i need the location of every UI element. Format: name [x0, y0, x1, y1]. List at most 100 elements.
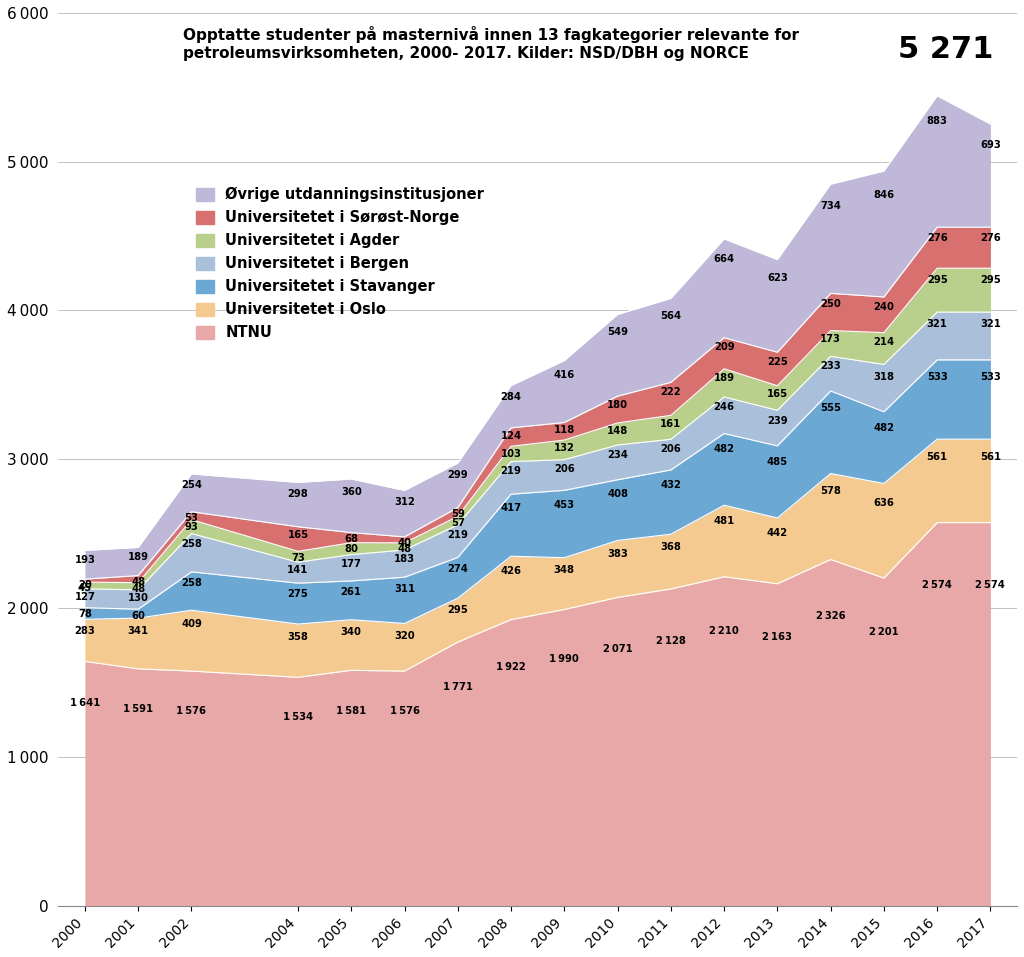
Text: 48: 48 — [397, 544, 412, 554]
Text: 311: 311 — [394, 584, 415, 594]
Text: 276: 276 — [980, 234, 1000, 243]
Text: 161: 161 — [660, 419, 681, 429]
Text: 68: 68 — [344, 534, 358, 545]
Text: 348: 348 — [554, 566, 574, 575]
Text: 5 271: 5 271 — [898, 35, 993, 64]
Text: 481: 481 — [714, 516, 735, 526]
Text: 45: 45 — [78, 583, 92, 593]
Text: 321: 321 — [980, 320, 1000, 329]
Text: 283: 283 — [75, 626, 95, 635]
Text: 623: 623 — [767, 274, 787, 283]
Text: 299: 299 — [447, 470, 468, 479]
Text: 284: 284 — [501, 392, 521, 402]
Text: 442: 442 — [767, 528, 787, 538]
Text: Opptatte studenter på masternivå innen 13 fagkategorier relevante for
petroleums: Opptatte studenter på masternivå innen 1… — [183, 27, 799, 60]
Text: 636: 636 — [873, 498, 894, 507]
Text: 298: 298 — [288, 489, 308, 500]
Text: 2 326: 2 326 — [816, 612, 846, 621]
Text: 2 210: 2 210 — [710, 626, 739, 636]
Text: 258: 258 — [181, 539, 202, 549]
Text: 193: 193 — [75, 555, 95, 565]
Text: 416: 416 — [554, 370, 574, 380]
Text: 417: 417 — [501, 503, 521, 514]
Text: 219: 219 — [447, 530, 468, 540]
Text: 127: 127 — [75, 591, 95, 602]
Text: 318: 318 — [873, 371, 894, 382]
Text: 1 591: 1 591 — [123, 704, 154, 714]
Text: 2 163: 2 163 — [763, 632, 793, 642]
Text: 141: 141 — [288, 566, 308, 575]
Text: 254: 254 — [181, 479, 202, 490]
Text: 533: 533 — [927, 371, 947, 382]
Text: 368: 368 — [660, 543, 681, 552]
Text: 453: 453 — [554, 501, 574, 510]
Text: 103: 103 — [501, 449, 521, 458]
Text: 219: 219 — [501, 466, 521, 477]
Text: 130: 130 — [128, 592, 148, 603]
Text: 183: 183 — [394, 554, 415, 564]
Text: 295: 295 — [980, 275, 1000, 285]
Text: 555: 555 — [820, 403, 841, 413]
Text: 2 071: 2 071 — [603, 644, 633, 654]
Text: 561: 561 — [927, 452, 948, 461]
Text: 173: 173 — [820, 334, 841, 345]
Text: 148: 148 — [607, 426, 628, 436]
Text: 73: 73 — [291, 553, 305, 563]
Text: 312: 312 — [394, 498, 415, 507]
Text: 408: 408 — [607, 489, 628, 499]
Text: 561: 561 — [980, 452, 1001, 461]
Text: 734: 734 — [820, 201, 841, 211]
Text: 165: 165 — [288, 530, 308, 541]
Text: 360: 360 — [341, 487, 361, 497]
Text: 80: 80 — [344, 545, 358, 554]
Text: 206: 206 — [660, 444, 681, 454]
Text: 1 534: 1 534 — [283, 712, 313, 722]
Text: 1 581: 1 581 — [336, 705, 367, 716]
Text: 693: 693 — [980, 140, 1000, 149]
Text: 240: 240 — [873, 302, 894, 312]
Text: 358: 358 — [288, 632, 308, 642]
Text: 214: 214 — [873, 338, 894, 347]
Text: 1 990: 1 990 — [550, 654, 580, 664]
Text: 234: 234 — [607, 450, 628, 460]
Text: 53: 53 — [184, 513, 199, 523]
Text: 2 128: 2 128 — [656, 636, 686, 646]
Text: 239: 239 — [767, 415, 787, 426]
Text: 206: 206 — [554, 464, 574, 475]
Text: 482: 482 — [873, 423, 894, 433]
Text: 274: 274 — [447, 564, 468, 573]
Text: 340: 340 — [341, 628, 361, 637]
Text: 533: 533 — [980, 371, 1000, 382]
Text: 258: 258 — [181, 578, 202, 588]
Text: 1 922: 1 922 — [497, 662, 526, 673]
Text: 320: 320 — [394, 631, 415, 640]
Text: 2 574: 2 574 — [976, 580, 1006, 590]
Text: 549: 549 — [607, 326, 628, 337]
Text: 222: 222 — [660, 388, 681, 397]
Text: 40: 40 — [397, 538, 412, 547]
Text: 132: 132 — [554, 443, 574, 453]
Text: 426: 426 — [501, 566, 521, 576]
Legend: Øvrige utdanningsinstitusjoner, Universitetet i Sørøst-Norge, Universitetet i Ag: Øvrige utdanningsinstitusjoner, Universi… — [190, 181, 489, 346]
Text: 233: 233 — [820, 362, 841, 371]
Text: 209: 209 — [714, 343, 734, 352]
Text: 246: 246 — [714, 402, 734, 412]
Text: 48: 48 — [131, 584, 145, 593]
Text: 124: 124 — [501, 431, 521, 440]
Text: 664: 664 — [714, 254, 734, 264]
Text: 2 201: 2 201 — [869, 627, 899, 637]
Text: 20: 20 — [78, 580, 92, 590]
Text: 1 641: 1 641 — [70, 698, 100, 708]
Text: 846: 846 — [873, 189, 894, 200]
Text: 1 576: 1 576 — [389, 706, 420, 716]
Text: 165: 165 — [767, 389, 787, 399]
Text: 60: 60 — [131, 611, 145, 620]
Text: 275: 275 — [288, 590, 308, 599]
Text: 93: 93 — [184, 522, 199, 532]
Text: 189: 189 — [714, 373, 734, 383]
Text: 59: 59 — [451, 509, 465, 519]
Text: 295: 295 — [927, 275, 947, 285]
Text: 2 574: 2 574 — [923, 580, 952, 590]
Text: 321: 321 — [927, 320, 947, 329]
Text: 48: 48 — [131, 577, 145, 587]
